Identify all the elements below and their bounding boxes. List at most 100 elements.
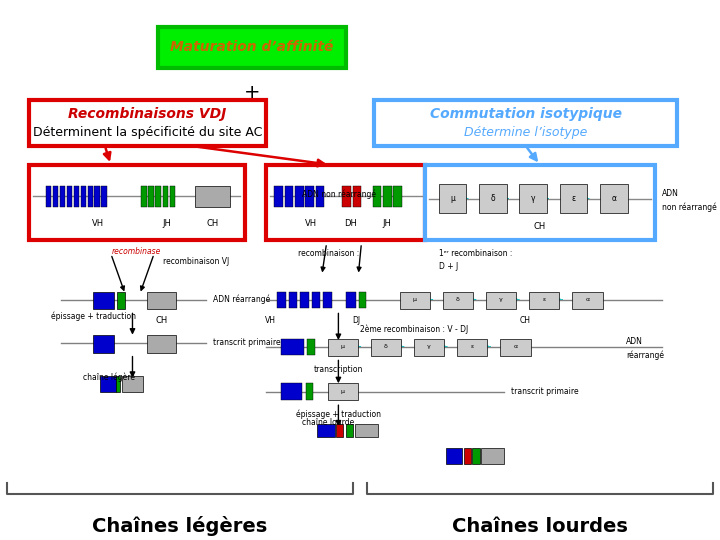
Text: réarrangé: réarrangé [626,350,665,360]
Bar [300,292,309,308]
Text: ADN: ADN [626,337,643,346]
Bar [147,292,176,309]
Text: JH: JH [382,219,391,228]
Bar [315,186,324,207]
Bar [277,292,286,308]
Text: transcription: transcription [314,366,363,374]
Bar [559,184,588,213]
Text: épissage + traduction: épissage + traduction [296,410,381,420]
Text: recombinaison VJ: recombinaison VJ [163,258,229,266]
Text: α: α [585,297,590,302]
Text: μ: μ [341,344,345,349]
Text: VH: VH [305,219,317,228]
Bar [122,376,143,392]
Text: ε: ε [572,194,575,203]
Bar [457,339,487,356]
Bar [519,184,547,213]
Text: ε: ε [471,344,474,349]
Bar [371,339,401,356]
Text: Détermine l’isotype: Détermine l’isotype [464,126,588,139]
Bar [600,184,628,213]
Text: Maturation d’affinité: Maturation d’affinité [171,40,333,54]
Text: CH: CH [520,316,531,325]
Text: D + J: D + J [439,262,459,271]
Bar [289,292,297,308]
Bar [479,184,507,213]
Bar [529,292,559,309]
Bar [195,186,230,207]
Text: δ: δ [490,194,495,203]
Bar [274,186,283,207]
Text: VH: VH [264,316,276,325]
Bar [346,424,353,437]
Bar [464,448,471,464]
Bar [306,383,313,400]
Bar [307,339,315,355]
Bar [102,186,107,207]
Text: γ: γ [427,344,431,349]
Text: épissage + traduction: épissage + traduction [51,311,136,321]
Text: chaîne légère: chaîne légère [83,372,135,382]
Bar [414,339,444,356]
Text: ADN non réarrangé: ADN non réarrangé [302,189,377,199]
Text: α: α [513,344,518,349]
Bar [88,186,93,207]
Bar [67,186,72,207]
Bar [383,186,392,207]
FancyBboxPatch shape [158,27,346,68]
Bar [170,186,175,207]
Bar [60,186,66,207]
Bar [472,448,480,464]
Bar [438,184,467,213]
Text: ε: ε [543,297,546,302]
Bar [295,186,304,207]
Text: JH: JH [163,219,171,228]
Bar [156,186,161,207]
Bar [81,186,86,207]
Bar [147,335,176,353]
Bar [94,186,100,207]
Text: ADN: ADN [662,189,679,198]
Text: recombinase: recombinase [112,247,161,255]
Text: CH: CH [155,316,168,325]
Text: Commutation isotypique: Commutation isotypique [430,107,621,120]
Text: μ: μ [450,194,455,203]
Bar [284,186,293,207]
FancyBboxPatch shape [29,165,245,240]
Bar [73,186,79,207]
Text: ADN réarrangé: ADN réarrangé [213,295,271,305]
Text: VH: VH [92,219,104,228]
Bar [446,448,462,464]
Text: α: α [611,194,616,203]
Bar [116,376,120,392]
Text: +: + [244,83,260,103]
Bar [393,186,402,207]
Bar [443,292,473,309]
Text: δ: δ [456,297,460,302]
Bar [328,383,358,400]
Bar [46,186,52,207]
Bar [148,186,153,207]
Bar [281,339,304,355]
Bar [163,186,168,207]
Bar [93,292,114,309]
Text: μ: μ [341,389,345,394]
Bar [486,292,516,309]
Text: γ: γ [531,194,536,203]
Text: δ: δ [384,344,388,349]
Text: 2ème recombinaison : V - DJ: 2ème recombinaison : V - DJ [360,325,468,334]
Text: recombinaison :: recombinaison : [298,249,359,258]
FancyBboxPatch shape [266,165,425,240]
Text: DH: DH [344,219,357,228]
Bar [336,424,343,437]
FancyBboxPatch shape [29,100,266,146]
Text: CH: CH [534,222,546,231]
Bar [400,292,430,309]
Bar [305,186,314,207]
Text: Chaînes légères: Chaînes légères [92,516,268,537]
Bar [100,376,116,392]
Bar [141,186,147,207]
Bar [355,424,378,437]
Text: transcrit primaire: transcrit primaire [213,339,281,347]
FancyBboxPatch shape [374,100,677,146]
